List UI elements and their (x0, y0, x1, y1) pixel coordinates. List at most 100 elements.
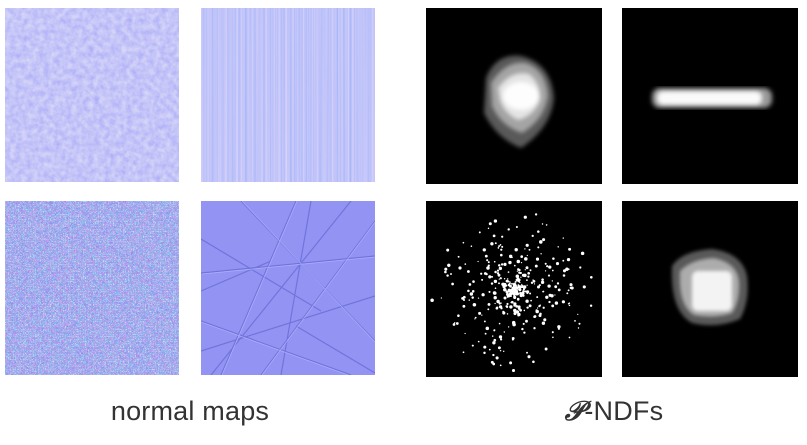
ndf-dot (536, 307, 539, 309)
ndf-dot (537, 246, 540, 249)
ndf-dot (498, 282, 500, 285)
ndf-dot (481, 293, 485, 297)
ndf-dot (568, 247, 572, 251)
ndf-dot (477, 297, 480, 299)
ndf-dot (526, 306, 529, 309)
ndf-dot (488, 348, 491, 351)
ndf-dot (509, 305, 513, 309)
ndf-dot (507, 283, 511, 287)
ndf-dot (513, 295, 516, 299)
ndf-dot (528, 304, 532, 308)
ndf-dot (498, 322, 501, 325)
ndf-dot (529, 292, 532, 295)
ndf-dot (567, 258, 571, 261)
ndf-dot (514, 248, 518, 252)
ndf-dot (498, 245, 501, 248)
ndf-dot (454, 322, 456, 324)
ndf-dot (545, 295, 549, 299)
ndf-dot (580, 251, 585, 256)
ndf-dot (510, 295, 512, 297)
ndf-dot (452, 323, 456, 326)
ndf-dot (544, 270, 547, 272)
ndf-dot (516, 270, 519, 272)
ndf-dot (501, 245, 504, 248)
ndf-dot (532, 280, 536, 283)
ndf-dot (446, 274, 449, 277)
ndf-dot (516, 277, 520, 281)
normal-map-vertical-stripes (201, 8, 375, 182)
ndf-dot (517, 298, 520, 301)
ndf-dot (502, 310, 505, 313)
ndf-dot (500, 263, 504, 266)
ndf-dot (524, 269, 526, 271)
ndf-dot (519, 308, 522, 312)
ndf-dot (511, 337, 515, 340)
ndf-dot (506, 313, 509, 315)
ndf-box-blob (622, 201, 798, 377)
caption-p-symbol: 𝒫 (564, 396, 585, 427)
ndf-dot (555, 262, 560, 266)
ndf-dot (487, 261, 490, 264)
ndf-dot (525, 319, 528, 323)
ndf-dot (557, 325, 561, 329)
ndf-dot (535, 309, 538, 312)
ndf-dot (486, 259, 489, 262)
ndf-dot (513, 264, 516, 267)
ndf-dot (481, 314, 483, 316)
ndf-dot (526, 351, 528, 354)
ndf-dot (533, 315, 537, 318)
ndf-dot (447, 263, 451, 267)
ndf-dot (485, 326, 490, 331)
ndf-dot (493, 279, 498, 284)
ndf-dot (527, 271, 531, 275)
ndf-dot (498, 335, 503, 339)
ndf-dot (497, 264, 501, 267)
ndf-dot (496, 269, 500, 272)
ndf-dot (515, 305, 519, 308)
ndf-dot (471, 296, 474, 299)
ndf-dot (496, 299, 500, 304)
ndf-dot (491, 275, 494, 278)
ndf-dot (521, 327, 524, 331)
ndf-dot (493, 338, 497, 342)
ndf-dot (496, 306, 499, 309)
ndf-dot (527, 355, 531, 359)
ndf-dot (492, 353, 495, 357)
ndf-dot (466, 270, 470, 273)
ndf-dot (545, 224, 548, 226)
ndf-dot (513, 308, 517, 313)
ndf-dot (505, 291, 508, 293)
ndf-dot (494, 242, 497, 245)
ndf-dot (534, 213, 538, 216)
ndf-dot (490, 282, 494, 285)
ndf-dot (510, 301, 512, 304)
ndf-dot (539, 304, 541, 306)
ndf-dot (451, 282, 454, 286)
ndf-dot (544, 347, 548, 351)
ndf-dot (579, 266, 582, 269)
ndf-dot (483, 345, 487, 349)
ndf-dot (472, 280, 475, 283)
ndf-dot (487, 302, 491, 306)
normal-map-scratches-image (201, 201, 375, 375)
ndf-scattered-dots (426, 201, 602, 377)
ndf-dot (522, 322, 525, 325)
ndf-dot (525, 243, 529, 247)
ndf-dot (537, 230, 540, 233)
ndf-dot (500, 248, 503, 251)
ndf-dot (540, 280, 545, 285)
ndf-dot (536, 296, 539, 299)
ndf-dot (513, 289, 516, 293)
ndf-dot (492, 341, 496, 345)
ndf-dot (484, 332, 487, 335)
ndf-dot (478, 311, 482, 315)
ndf-blob (426, 8, 602, 184)
ndf-dot (515, 291, 518, 294)
ndf-dot (493, 329, 496, 331)
ndf-streak-image (622, 8, 798, 184)
ndf-dot (517, 268, 521, 272)
ndf-dot (492, 362, 496, 366)
ndf-dot (495, 356, 499, 360)
ndf-dot (497, 247, 500, 249)
ndf-dot (494, 302, 496, 305)
